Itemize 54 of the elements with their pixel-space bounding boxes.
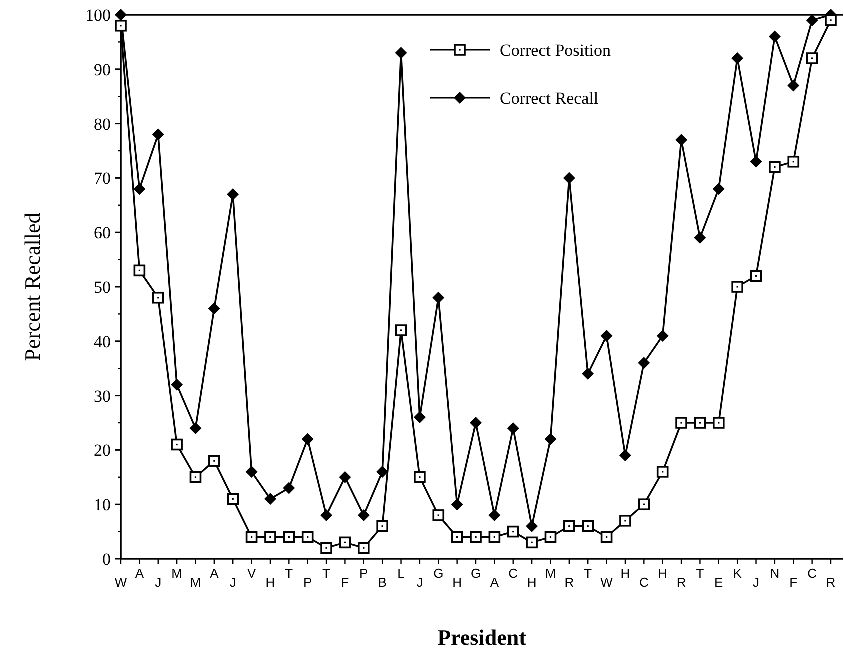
x-tick-label: V <box>247 566 256 581</box>
legend-label: Correct Position <box>500 40 612 60</box>
x-tick-label: A <box>210 566 220 581</box>
x-tick-label: E <box>714 575 724 590</box>
x-tick-label: J <box>230 575 236 590</box>
x-tick-label: T <box>696 566 704 581</box>
y-tick-label: 50 <box>94 278 111 297</box>
x-tick-label: C <box>639 575 649 590</box>
x-tick-label: M <box>190 575 202 590</box>
x-tick-label: A <box>135 566 144 581</box>
x-tick-label: N <box>770 566 780 581</box>
x-tick-label: F <box>790 575 798 590</box>
x-tick-label: J <box>416 575 424 590</box>
x-tick-label: H <box>452 575 462 590</box>
y-tick-label: 0 <box>102 550 111 569</box>
x-tick-label: H <box>620 566 630 581</box>
x-tick-label: K <box>733 566 742 581</box>
x-tick-label: W <box>114 575 128 590</box>
y-tick-label: 40 <box>94 332 111 352</box>
y-tick-label: 100 <box>86 6 111 25</box>
x-tick-label: P <box>360 566 368 581</box>
x-tick-label: P <box>304 575 312 590</box>
x-tick-label: J <box>155 575 162 590</box>
x-tick-label: R <box>564 575 574 590</box>
x-tick-label: G <box>434 566 444 581</box>
x-tick-label: H <box>658 566 668 581</box>
x-tick-label: R <box>676 575 686 590</box>
x-tick-label: T <box>285 566 294 581</box>
y-axis-title: Percent Recalled <box>20 212 45 362</box>
x-tick-label: C <box>508 566 518 581</box>
y-tick-label: 30 <box>94 386 111 406</box>
x-tick-label: L <box>398 566 405 581</box>
x-tick-label: F <box>341 575 350 590</box>
y-tick-label: 20 <box>94 441 111 460</box>
x-tick-label: T <box>322 566 331 581</box>
x-tick-label: W <box>600 575 614 590</box>
x-tick-label: M <box>545 566 556 581</box>
x-tick-label: R <box>826 575 836 590</box>
x-tick-label: G <box>470 566 482 581</box>
x-tick-label: M <box>172 566 182 581</box>
legend-label: Correct Recall <box>500 88 599 108</box>
y-tick-label: 70 <box>94 169 111 188</box>
x-tick-label: H <box>527 575 537 590</box>
x-tick-label: B <box>378 575 387 590</box>
x-axis-title: President <box>438 625 528 650</box>
x-tick-label: J <box>753 575 760 590</box>
x-tick-label: H <box>266 575 276 590</box>
y-tick-label: 10 <box>94 496 111 515</box>
x-tick-label: T <box>584 566 592 581</box>
x-tick-label: A <box>490 575 500 590</box>
y-tick-label: 60 <box>94 224 111 243</box>
x-tick-label: C <box>808 566 818 581</box>
y-tick-label: 80 <box>94 114 111 134</box>
y-tick-label: 90 <box>94 60 111 80</box>
